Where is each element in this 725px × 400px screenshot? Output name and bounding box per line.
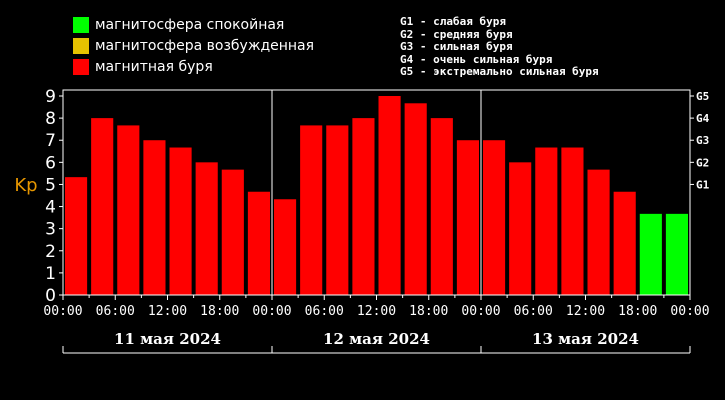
- x-tick-label: 18:00: [409, 304, 448, 319]
- legend-swatch-yellow: [73, 38, 89, 54]
- kp-bar: [274, 199, 297, 295]
- legend-swatch-red: [73, 59, 89, 75]
- g-tick-label: G1: [696, 178, 710, 191]
- x-tick-label: 12:00: [148, 304, 187, 319]
- legend-item-quiet: магнитосфера спокойная: [73, 17, 284, 33]
- legend-swatch-green: [73, 17, 89, 33]
- y-tick-label: 3: [45, 220, 56, 240]
- day-label: 13 мая 2024: [532, 330, 639, 348]
- storm-scale-legend: G1 - слабая буря G2 - средняя буря G3 - …: [400, 15, 599, 79]
- storm-scale-g4: G4 - очень сильная буря: [400, 52, 553, 66]
- kp-bar: [247, 191, 270, 295]
- storm-scale-g2: G2 - средняя буря: [400, 27, 513, 41]
- kp-bar: [65, 177, 88, 295]
- legend-label-excited: магнитосфера возбужденная: [95, 38, 315, 54]
- legend-label-storm: магнитная буря: [95, 59, 213, 75]
- y-tick-label: 5: [45, 175, 56, 195]
- legend-item-storm: магнитная буря: [73, 59, 213, 75]
- kp-bar: [639, 213, 662, 295]
- x-tick-label: 00:00: [670, 304, 709, 319]
- y-tick-label: 4: [45, 198, 56, 218]
- y-tick-label: 2: [45, 242, 56, 262]
- kp-bar: [665, 213, 688, 295]
- x-tick-label: 06:00: [305, 304, 344, 319]
- day-label: 12 мая 2024: [323, 330, 430, 348]
- kp-bar: [535, 147, 558, 295]
- kp-bar: [404, 103, 427, 296]
- x-tick-label: 06:00: [96, 304, 135, 319]
- kp-bar: [91, 118, 114, 295]
- kp-bar: [456, 140, 479, 295]
- y-tick-label: 9: [45, 87, 56, 107]
- y-tick-label: 1: [45, 264, 56, 284]
- x-tick-label: 18:00: [200, 304, 239, 319]
- storm-scale-g5: G5 - экстремально сильная буря: [400, 65, 599, 78]
- x-tick-label: 06:00: [514, 304, 553, 319]
- kp-bar: [509, 162, 532, 295]
- x-tick-label: 00:00: [461, 304, 500, 319]
- kp-bar: [430, 118, 453, 295]
- kp-bar: [221, 169, 244, 295]
- kp-bar: [613, 191, 636, 295]
- kp-bar: [483, 140, 506, 295]
- kp-bar: [300, 125, 323, 295]
- kp-bar: [587, 169, 610, 295]
- kp-bar: [326, 125, 349, 295]
- y-tick-label: 8: [45, 109, 56, 129]
- kp-bar: [143, 140, 166, 295]
- x-tick-label: 00:00: [43, 304, 82, 319]
- storm-scale-g1: G1 - слабая буря: [400, 15, 506, 28]
- x-tick-label: 18:00: [618, 304, 657, 319]
- day-label: 11 мая 2024: [114, 330, 221, 348]
- kp-bar: [195, 162, 218, 295]
- x-tick-label: 12:00: [357, 304, 396, 319]
- legend-item-excited: магнитосфера возбужденная: [73, 38, 314, 54]
- g-tick-label: G5: [696, 90, 709, 103]
- x-tick-label: 12:00: [566, 304, 605, 319]
- x-tick-label: 00:00: [252, 304, 291, 319]
- g-tick-label: G4: [696, 112, 710, 125]
- g-tick-label: G2: [696, 156, 709, 169]
- g-tick-label: G3: [696, 134, 709, 147]
- y-tick-label: 6: [45, 153, 56, 173]
- kp-bar: [378, 96, 401, 295]
- kp-bar: [561, 147, 584, 295]
- legend-label-quiet: магнитосфера спокойная: [95, 17, 285, 33]
- kp-bar: [169, 147, 192, 295]
- y-tick-label: 7: [45, 131, 56, 151]
- kp-bar: [352, 118, 375, 295]
- kp-bar: [117, 125, 140, 295]
- storm-scale-g3: G3 - сильная буря: [400, 40, 513, 53]
- y-axis-label: Kp: [14, 175, 37, 196]
- y-tick-label: 0: [45, 286, 56, 306]
